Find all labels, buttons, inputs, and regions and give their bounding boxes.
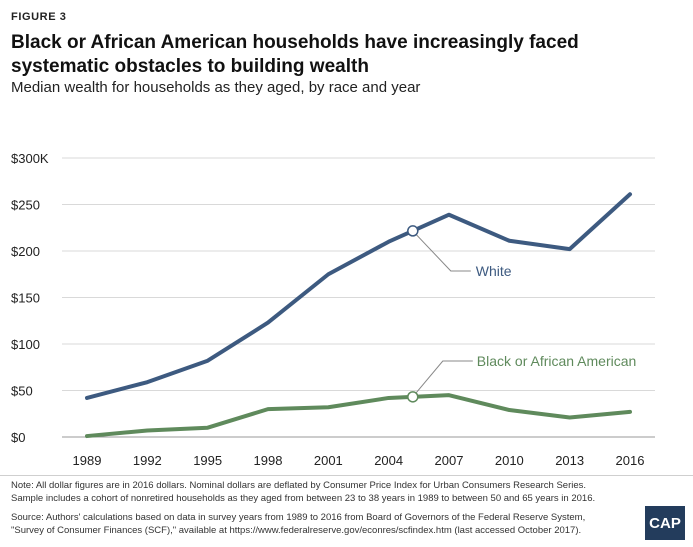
- x-tick-label: 2010: [495, 453, 524, 468]
- y-tick-label: $50: [11, 384, 33, 399]
- chart-source: Source: Authors' calculations based on d…: [11, 512, 586, 536]
- annotation-marker-black: [407, 391, 419, 403]
- y-tick-label: $150: [11, 291, 40, 306]
- x-tick-label: 2013: [555, 453, 584, 468]
- x-tick-label: 1995: [193, 453, 222, 468]
- x-tick-label: 2016: [616, 453, 645, 468]
- annotation-leader-white: [412, 230, 471, 272]
- chart-note: Note: All dollar figures are in 2016 dol…: [11, 480, 596, 504]
- annotation-marker-white: [407, 225, 419, 237]
- chart-title: Black or African American households hav…: [11, 32, 579, 77]
- x-tick-label: 1989: [73, 453, 102, 468]
- line-chart: $0 $50 $100 $150 $200 $250 $300K 1989 1992 1995 19…: [11, 151, 655, 468]
- y-tick-label: $200: [11, 244, 40, 259]
- series-label-white: White: [476, 263, 512, 279]
- x-tick-label: 2004: [374, 453, 403, 468]
- y-tick-label: $250: [11, 198, 40, 213]
- figure-label: FIGURE 3: [11, 11, 67, 23]
- annotation-leader-black: [412, 360, 473, 398]
- series-line-black: [85, 393, 632, 439]
- x-tick-label: 1998: [254, 453, 283, 468]
- series-line-white: [85, 192, 632, 400]
- x-tick-label: 1992: [133, 453, 162, 468]
- y-tick-label: $300K: [11, 151, 49, 166]
- series-label-black: Black or African American: [477, 353, 637, 369]
- cap-logo: CAP: [645, 506, 685, 540]
- x-tick-label: 2007: [435, 453, 464, 468]
- footer-divider: [0, 475, 693, 476]
- chart-subtitle: Median wealth for households as they age…: [11, 79, 421, 96]
- y-tick-label: $100: [11, 337, 40, 352]
- x-tick-label: 2001: [314, 453, 343, 468]
- y-tick-label: $0: [11, 430, 25, 445]
